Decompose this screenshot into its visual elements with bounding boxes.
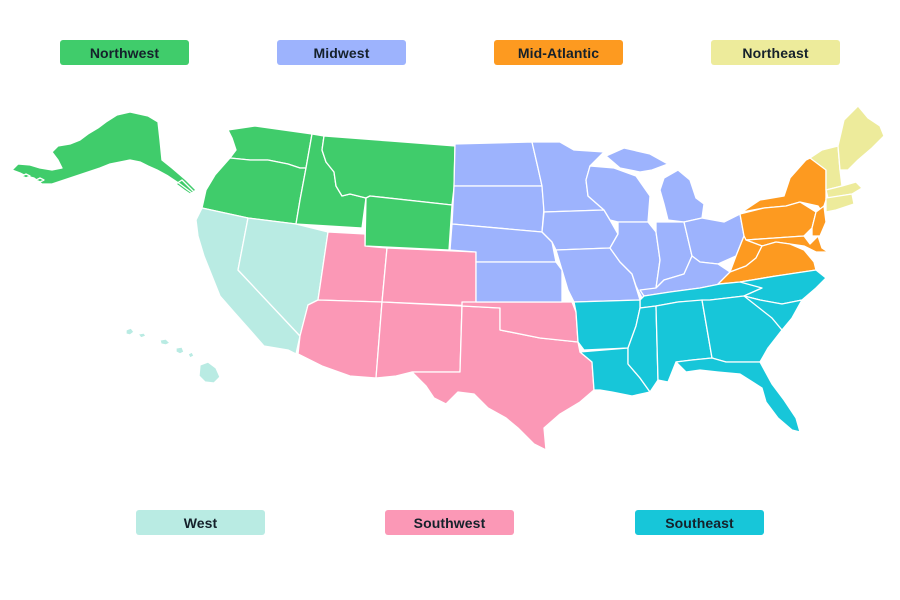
state-alaska[interactable] bbox=[11, 111, 197, 195]
state-kansas[interactable] bbox=[475, 261, 563, 303]
region-button-northeast[interactable]: Northeast bbox=[711, 40, 840, 65]
state-colorado[interactable] bbox=[381, 247, 477, 307]
map-region-northwest-alaska[interactable] bbox=[11, 111, 197, 195]
state-florida[interactable] bbox=[675, 357, 801, 433]
state-hawaii-2 bbox=[137, 332, 147, 339]
state-mississippi[interactable] bbox=[627, 305, 659, 393]
state-south-carolina[interactable] bbox=[743, 295, 803, 331]
map-region-midwest[interactable] bbox=[449, 141, 745, 303]
state-new-mexico[interactable] bbox=[375, 301, 463, 379]
map-region-southeast[interactable] bbox=[573, 269, 827, 433]
map-region-southwest[interactable] bbox=[297, 231, 595, 451]
state-arizona[interactable] bbox=[297, 299, 383, 379]
map-region-west[interactable] bbox=[195, 207, 329, 355]
state-connecticut-ri[interactable] bbox=[825, 193, 855, 213]
state-hawaii-3 bbox=[159, 338, 171, 346]
region-button-southeast[interactable]: Southeast bbox=[635, 510, 764, 535]
state-vermont-nh[interactable] bbox=[809, 145, 843, 191]
map-region-northwest[interactable] bbox=[201, 125, 456, 251]
region-button-northwest[interactable]: Northwest bbox=[60, 40, 189, 65]
map-region-northeast[interactable] bbox=[809, 105, 885, 213]
state-new-jersey[interactable] bbox=[811, 205, 827, 237]
region-button-mid-atlantic[interactable]: Mid-Atlantic bbox=[494, 40, 623, 65]
state-hawaii-5 bbox=[187, 351, 195, 359]
state-new-york[interactable] bbox=[741, 153, 827, 213]
state-maine[interactable] bbox=[837, 105, 885, 171]
state-hawaii-4 bbox=[175, 346, 185, 355]
state-hawaii-big[interactable] bbox=[198, 361, 221, 384]
state-oklahoma[interactable] bbox=[461, 301, 579, 343]
state-illinois[interactable] bbox=[609, 221, 661, 299]
region-button-midwest[interactable]: Midwest bbox=[277, 40, 406, 65]
region-button-southwest[interactable]: Southwest bbox=[385, 510, 514, 535]
map-region-west-hawaii[interactable] bbox=[125, 327, 221, 384]
state-montana[interactable] bbox=[321, 135, 456, 206]
state-hawaii-1 bbox=[125, 327, 135, 336]
state-wyoming[interactable] bbox=[364, 195, 453, 251]
state-north-dakota[interactable] bbox=[453, 141, 543, 187]
region-button-west[interactable]: West bbox=[136, 510, 265, 535]
state-iowa[interactable] bbox=[541, 209, 619, 251]
state-alaska-islands bbox=[21, 173, 45, 183]
